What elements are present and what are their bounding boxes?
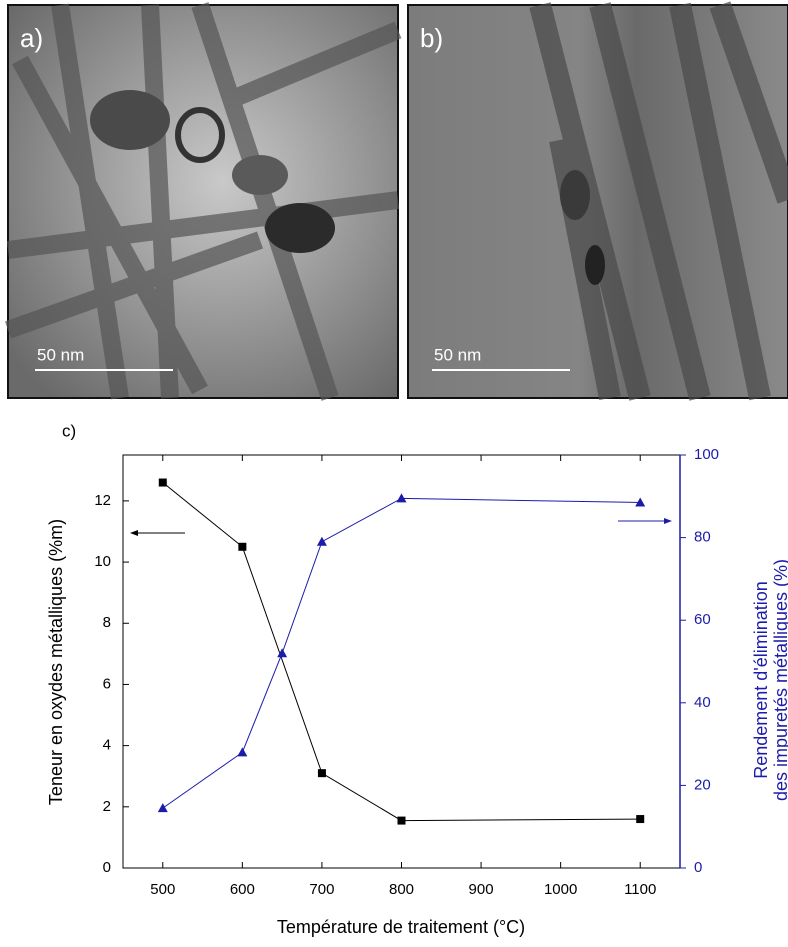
y-tick-label: 6 (103, 675, 111, 692)
y2-tick-label: 40 (694, 694, 711, 711)
marker (397, 816, 406, 825)
y2-tick-label: 80 (694, 529, 711, 546)
scale-label: 50 nm (37, 345, 84, 364)
series-line (162, 482, 641, 822)
x-axis-label: Température de traitement (°C) (277, 917, 525, 937)
tem-image-b (407, 1, 788, 401)
marker (157, 803, 168, 813)
marker (238, 542, 247, 551)
marker (277, 648, 288, 658)
right-arrow (618, 518, 672, 524)
y-tick-label: 12 (94, 492, 111, 509)
marker (636, 815, 645, 824)
y2-tick-label: 100 (694, 446, 719, 463)
x-tick-label: 600 (230, 881, 255, 898)
y-tick-label: 2 (103, 798, 111, 815)
y-tick-label: 0 (103, 859, 111, 876)
left-arrow (130, 530, 185, 536)
y-tick-label: 8 (103, 614, 111, 631)
y-tick-label: 10 (94, 553, 111, 570)
y-axis-label: Teneur en oxydes métalliques (%m) (46, 519, 66, 805)
y-tick-label: 4 (103, 737, 111, 754)
plot-frame (122, 454, 681, 869)
x-tick-label: 500 (150, 881, 175, 898)
y2-axis-label: des impuretés métalliques (%) (771, 559, 788, 801)
marker (237, 747, 248, 757)
chart-label: c) (62, 421, 76, 440)
y2-tick-label: 60 (694, 611, 711, 628)
x-tick-label: 700 (309, 881, 334, 898)
x-tick-label: 800 (389, 881, 414, 898)
scale-label: 50 nm (434, 345, 481, 364)
x-tick-label: 1000 (544, 881, 577, 898)
tem-image-a (4, 2, 402, 401)
y2-tick-label: 0 (694, 859, 702, 876)
y2-axis-label: Rendement d'élimination (751, 581, 771, 779)
marker (396, 493, 407, 503)
x-tick-label: 1100 (624, 881, 656, 898)
y2-tick-label: 20 (694, 776, 711, 793)
series-line (162, 497, 641, 809)
x-tick-label: 900 (469, 881, 494, 898)
panel-label: b) (420, 23, 443, 53)
marker (317, 769, 326, 778)
marker (316, 536, 327, 546)
marker (635, 497, 646, 507)
panel-label: a) (20, 23, 43, 53)
marker (158, 478, 167, 487)
